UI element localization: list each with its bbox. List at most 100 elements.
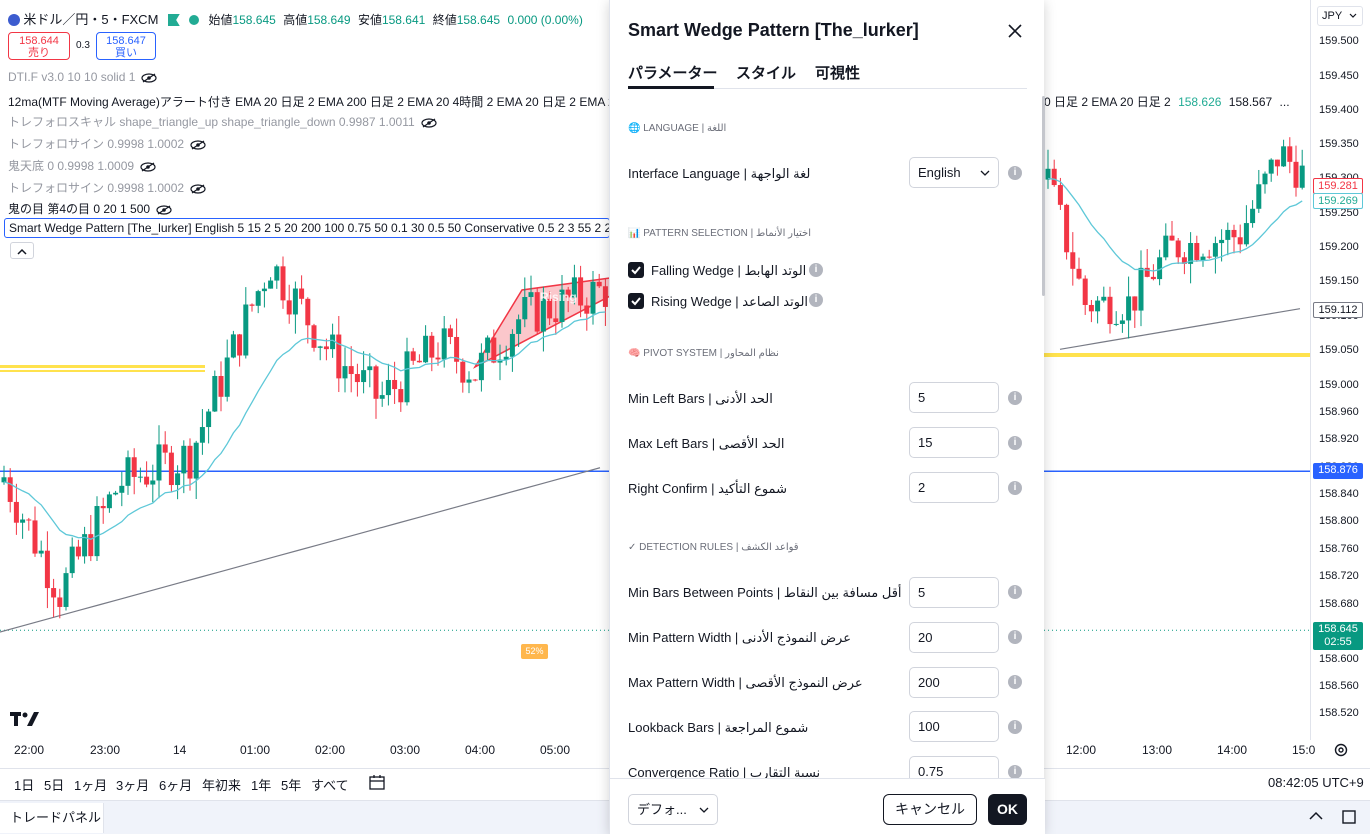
tag-text: 159.112 <box>1318 304 1358 316</box>
settings-gear-icon[interactable] <box>1333 742 1349 758</box>
info-icon[interactable]: i <box>1008 765 1022 779</box>
lookback-bars-input[interactable]: 100 <box>909 711 999 742</box>
price-axis[interactable]: JPY 159.500159.450159.400159.350159.3001… <box>1310 0 1370 757</box>
candle-body <box>119 485 125 493</box>
candle-body <box>1181 257 1187 264</box>
buy-button[interactable]: 158.647 買い <box>96 32 156 60</box>
ok-button[interactable]: OK <box>988 794 1027 825</box>
ema-200-line <box>1059 308 1301 350</box>
candle-body <box>1126 296 1132 321</box>
indicator-legend-scalping[interactable]: トレフォロスキャル shape_triangle_up shape_triang… <box>8 113 437 130</box>
candle-body <box>392 379 398 390</box>
time-tick: 13:00 <box>1142 743 1173 757</box>
candle-body <box>199 427 205 443</box>
candle-body <box>1243 223 1249 245</box>
buy-price: 158.647 <box>106 35 146 47</box>
info-icon[interactable]: i <box>1008 436 1022 450</box>
range-button[interactable]: すべて <box>311 778 349 793</box>
tab-style[interactable]: スタイル <box>736 65 797 82</box>
more-dots[interactable]: ... <box>1279 95 1290 109</box>
chevron-down-icon <box>1349 13 1357 18</box>
candle-body <box>478 352 484 381</box>
eye-off-icon[interactable] <box>141 73 158 83</box>
goto-date-icon[interactable] <box>368 773 386 791</box>
eye-off-icon[interactable] <box>190 184 206 194</box>
info-icon[interactable]: i <box>1008 481 1022 495</box>
price-tick: 158.720 <box>1319 570 1359 582</box>
info-icon[interactable]: i <box>809 293 823 307</box>
range-button[interactable]: 3ヶ月 <box>116 778 150 793</box>
close-icon[interactable] <box>1004 20 1026 42</box>
tab-parameters[interactable]: パラメーター <box>628 65 718 82</box>
collapse-legend-button[interactable] <box>10 242 34 259</box>
dialog-footer: デフォ... キャンセル OK <box>610 778 1045 834</box>
price-tick: 159.400 <box>1319 104 1359 116</box>
candle-body <box>447 328 453 337</box>
rising-wedge-checkbox[interactable] <box>628 293 644 309</box>
interface-language-select[interactable]: English <box>909 157 999 188</box>
candle-body <box>106 494 112 509</box>
info-icon[interactable]: i <box>1008 720 1022 734</box>
ema-20-line <box>1047 177 1303 272</box>
indicator-legend-oni-no-me[interactable]: 鬼の目 第4の目 0 20 1 500 <box>8 200 172 217</box>
candle-body <box>1175 240 1181 258</box>
range-button[interactable]: 1ヶ月 <box>74 778 108 793</box>
eye-off-icon[interactable] <box>156 205 172 215</box>
candle-body <box>280 266 286 301</box>
falling-wedge-label[interactable]: Falling Wedge | الوتد الهابط <box>651 263 807 278</box>
candle-body <box>559 289 565 323</box>
candle-body <box>1138 267 1144 311</box>
selected-language: English <box>918 165 961 180</box>
range-button[interactable]: 5年 <box>281 778 302 793</box>
symbol-name[interactable]: 米ドル／円・5・FXCM <box>23 12 159 27</box>
eye-off-icon[interactable] <box>190 140 206 150</box>
indicator-legend-sign-1[interactable]: トレフォロサイン 0.9998 1.0002 <box>8 135 206 152</box>
max-pattern-width-input[interactable]: 200 <box>909 667 999 698</box>
defaults-dropdown[interactable]: デフォ... <box>628 794 718 825</box>
max-left-bars-input[interactable]: 15 <box>909 427 999 458</box>
range-button[interactable]: 6ヶ月 <box>159 778 193 793</box>
candlestick-chart[interactable] <box>0 0 1310 740</box>
clock-timezone[interactable]: 08:42:05 UTC+9 <box>1268 775 1364 790</box>
indicator-legend-dti[interactable]: DTI.F v3.0 10 10 solid 1 <box>8 70 158 84</box>
info-icon[interactable]: i <box>1008 675 1022 689</box>
candle-body <box>1095 300 1101 312</box>
eye-off-icon[interactable] <box>421 118 437 128</box>
tab-visibility[interactable]: 可視性 <box>815 65 861 82</box>
indicator-legend-smart-wedge[interactable]: Smart Wedge Pattern [The_lurker] English… <box>4 218 610 238</box>
range-button[interactable]: 年初来 <box>202 778 242 793</box>
rising-wedge-label: Rising <box>540 290 577 304</box>
trade-panel-tab[interactable]: トレードパネル <box>0 803 104 833</box>
falling-wedge-checkbox[interactable] <box>628 262 644 278</box>
time-tick: 03:00 <box>390 743 421 757</box>
cancel-button[interactable]: キャンセル <box>883 794 977 825</box>
min-bars-between-input[interactable]: 5 <box>909 577 999 608</box>
min-left-bars-input[interactable]: 5 <box>909 382 999 413</box>
maximize-icon[interactable] <box>1342 810 1356 824</box>
candle-body <box>311 325 317 348</box>
info-icon[interactable]: i <box>1008 585 1022 599</box>
info-icon[interactable]: i <box>809 263 823 277</box>
dialog-scrollbar[interactable] <box>1042 96 1045 296</box>
info-icon[interactable]: i <box>1008 391 1022 405</box>
indicator-legend-ema[interactable]: 12ma(MTF Moving Average)アラート付き EMA 20 日足… <box>8 93 649 110</box>
info-icon[interactable]: i <box>1008 166 1022 180</box>
chevron-up-icon[interactable] <box>1309 811 1323 821</box>
candle-body <box>454 336 460 362</box>
info-icon[interactable]: i <box>1008 630 1022 644</box>
right-confirm-input[interactable]: 2 <box>909 472 999 503</box>
sell-button[interactable]: 158.644 売り <box>8 32 70 60</box>
currency-selector[interactable]: JPY <box>1317 6 1363 26</box>
symbol-header: 米ドル／円・5・FXCM 始値158.645 高値158.649 安値158.6… <box>8 9 583 28</box>
eye-off-icon[interactable] <box>140 162 156 172</box>
section-pivot-system: 🧠 PIVOT SYSTEM | نظام المحاور <box>628 348 779 359</box>
indicator-legend-sign-2[interactable]: トレフォロサイン 0.9998 1.0002 <box>8 179 206 196</box>
candle-body <box>528 292 534 298</box>
indicator-legend-oni-tentei[interactable]: 鬼天底 0 0.9998 1.0009 <box>8 157 156 174</box>
range-button[interactable]: 5日 <box>44 778 65 793</box>
candle-body <box>367 366 373 371</box>
range-button[interactable]: 1年 <box>251 778 272 793</box>
range-button[interactable]: 1日 <box>14 778 35 793</box>
rising-wedge-label[interactable]: Rising Wedge | الوتد الصاعد <box>651 294 809 309</box>
min-pattern-width-input[interactable]: 20 <box>909 622 999 653</box>
